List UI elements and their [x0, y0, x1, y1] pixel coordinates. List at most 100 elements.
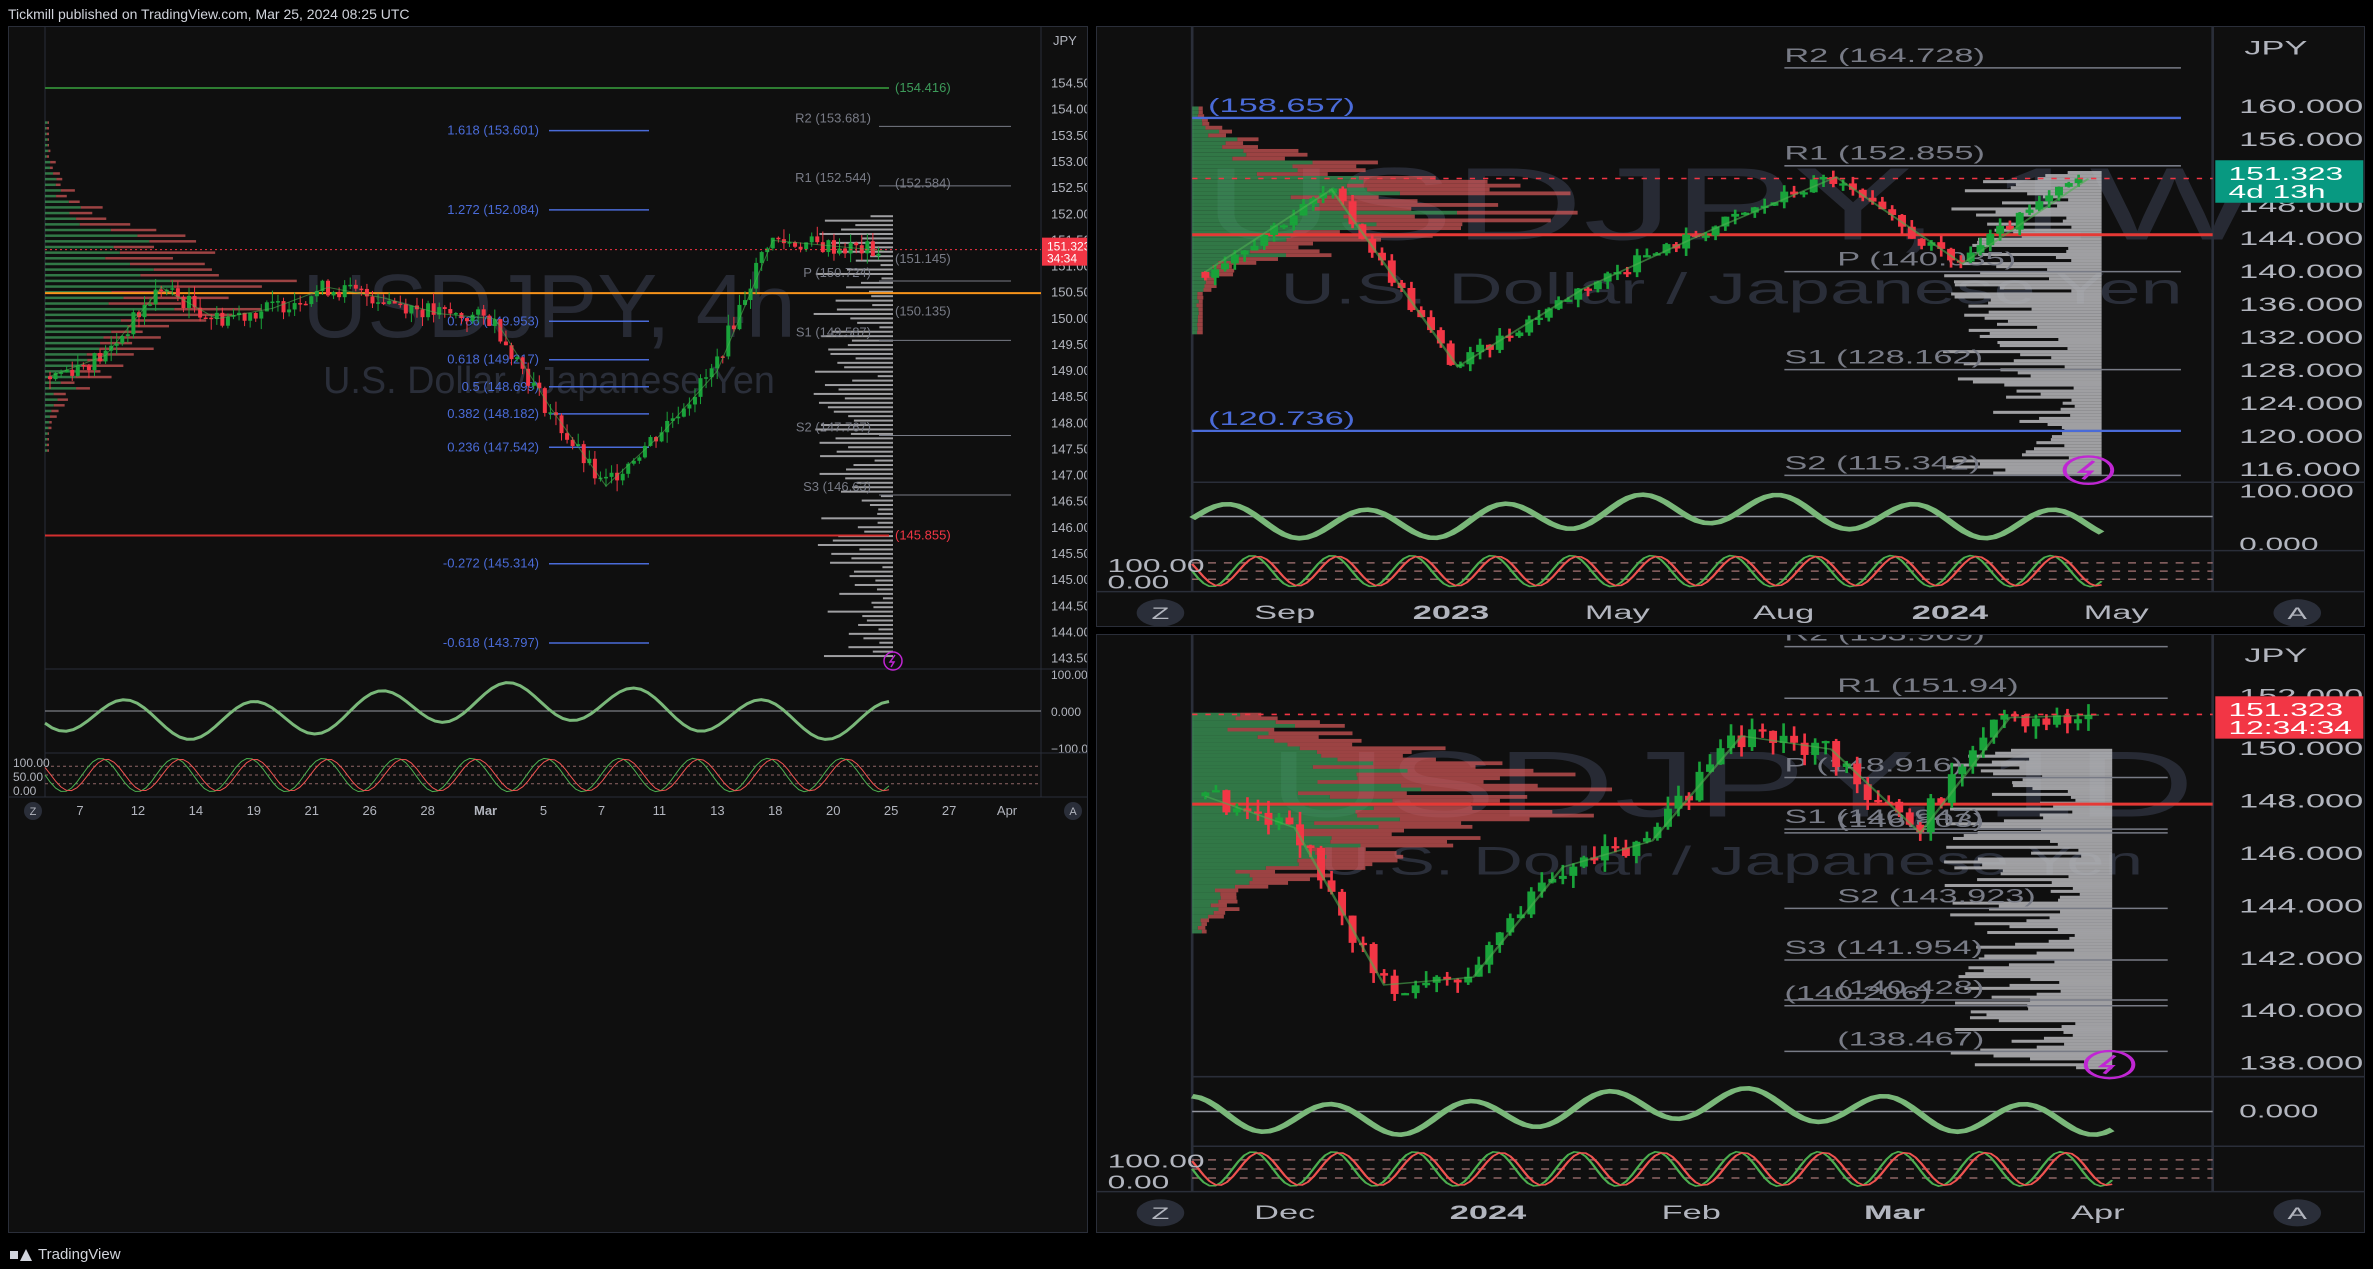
volume-profile-right-bar	[2021, 453, 2102, 457]
volume-profile-bar-down	[46, 132, 49, 136]
volume-profile-bar-up	[45, 121, 48, 124]
candle-up	[754, 262, 759, 289]
trend-path	[1204, 714, 2100, 986]
price-tick-label: 149.500	[1051, 337, 1088, 352]
volume-profile-right-bar	[1954, 1027, 2113, 1032]
volume-profile-bar-down	[60, 381, 75, 384]
candle-down	[1916, 824, 1925, 833]
volume-profile-bar-up	[45, 319, 121, 322]
volume-profile-right-bar	[817, 543, 893, 546]
candle-up	[1464, 976, 1473, 983]
level-label: (158.657)	[1208, 94, 1355, 116]
volume-profile-right-bar	[2053, 804, 2113, 808]
volume-profile-right-bar	[1974, 922, 2113, 926]
candle-down	[2021, 714, 2030, 727]
volume-profile-bar-up	[1192, 284, 1205, 288]
candle-up	[687, 404, 692, 409]
volume-profile-right-bar	[1965, 972, 2113, 976]
candle-up	[1564, 299, 1573, 302]
volume-profile-bar-up	[1192, 716, 1236, 721]
volume-profile-right-bar	[2003, 819, 2113, 823]
volume-profile-right-bar	[2071, 259, 2102, 263]
volume-profile-bar-down	[140, 274, 219, 277]
volume-profile-bar-up	[1192, 133, 1209, 138]
candle-down	[815, 236, 820, 243]
volume-profile-right-bar	[2076, 1066, 2113, 1070]
volume-profile-bar-up	[1192, 761, 1374, 766]
chart-panel-1d[interactable]: USDJPY, 1D U.S. Dollar / Japanese Yen JPY 1…	[1096, 634, 2365, 1233]
volume-profile-bar-up	[45, 217, 77, 220]
candle-up	[1289, 215, 1298, 226]
volume-profile-right-bar	[2064, 365, 2102, 369]
candle-up	[1721, 216, 1730, 227]
volume-profile-right-bar	[856, 481, 893, 484]
candle-up	[876, 253, 881, 257]
candle-up	[292, 303, 297, 310]
volume-profile-bar-down	[111, 330, 143, 334]
volume-profile-right-bar	[2037, 325, 2102, 329]
candle-down	[1253, 811, 1262, 814]
candle-up	[1976, 245, 1985, 253]
volume-profile-right-bar	[2062, 219, 2102, 223]
volume-profile-bar-down	[1198, 106, 1203, 111]
volume-profile-bar-down	[1299, 746, 1446, 751]
chart-panel-1w[interactable]: USDJPY, 1W U.S. Dollar / Japanese Yen JPY 1…	[1096, 26, 2365, 627]
volume-profile-bar-up	[1192, 742, 1288, 747]
volume-profile-bar-down	[1197, 315, 1203, 319]
volume-profile-bar-up	[45, 257, 106, 260]
volume-profile-right-bar	[2047, 268, 2102, 272]
last-price-value: 151.323	[2229, 164, 2344, 184]
price-tick-label: 146.000	[2239, 842, 2363, 864]
volume-profile-right-bar	[1950, 763, 2113, 767]
volume-profile-right-bar	[2060, 407, 2102, 411]
volume-profile-bar-down	[1232, 156, 1285, 161]
volume-profile-bar-down	[1206, 276, 1215, 281]
oscillator-1-tick: 100.000	[2239, 482, 2354, 502]
candle-up	[748, 288, 753, 301]
volume-profile-right-bar	[870, 215, 893, 218]
last-price-value: 151.323	[1047, 240, 1088, 254]
candle-down	[2010, 714, 2019, 717]
pivot-level-label: S1 (149.587)	[796, 324, 871, 339]
volume-profile-right-bar	[1991, 760, 2113, 764]
volume-profile-bar-down	[1292, 164, 1357, 169]
candle-down	[1691, 234, 1700, 237]
volume-profile-bar-down	[1360, 843, 1454, 848]
volume-profile-right-bar	[877, 375, 893, 378]
volume-profile-right-bar	[875, 579, 893, 582]
chart-1w-svg[interactable]: USDJPY, 1WU.S. Dollar / Japanese YenJPY1…	[1097, 27, 2365, 627]
candle-down	[1898, 215, 1906, 227]
volume-profile-bar-down	[119, 251, 216, 254]
volume-profile-right-bar	[1964, 986, 2113, 990]
candle-up	[470, 314, 475, 322]
volume-profile-right-bar	[878, 628, 893, 631]
volume-profile-bar-up	[45, 160, 51, 164]
volume-profile-bar-down	[1287, 742, 1353, 747]
time-tick-label: 25	[884, 803, 898, 818]
volume-profile-bar-down	[79, 223, 131, 226]
level-label: S3 (141.954)	[1784, 936, 1983, 958]
volume-profile-right-bar	[2031, 851, 2113, 855]
candle-down	[359, 288, 364, 291]
volume-profile-right-bar	[857, 526, 893, 529]
volume-profile-bar-down	[1205, 280, 1215, 285]
volume-profile-bar-down	[75, 375, 112, 379]
volume-profile-right-bar	[841, 228, 893, 231]
chart-panel-4h[interactable]: USDJPY, 4h U.S. Dollar / Japanese Yen JPY 1…	[8, 26, 1088, 1233]
volume-profile-bar-down	[137, 234, 186, 237]
zoom-button	[24, 802, 42, 820]
candle-down	[326, 280, 330, 296]
price-tick-label: 132.000	[2239, 326, 2363, 348]
candle-up	[587, 458, 592, 464]
chart-4h-svg[interactable]: USDJPY, 4hU.S. Dollar / Japanese Yen JPY 1…	[9, 27, 1088, 1233]
volume-profile-bar-up	[1192, 738, 1275, 743]
candle-up	[1579, 857, 1588, 867]
volume-profile-bar-up	[1192, 218, 1349, 223]
volume-profile-right-bar	[2057, 842, 2113, 846]
volume-profile-bar-up	[45, 200, 69, 203]
candle-up	[1574, 288, 1583, 300]
candle-up	[804, 242, 809, 250]
volume-profile-bar-up	[1192, 791, 1298, 796]
volume-profile-right-bar	[2042, 775, 2113, 779]
chart-1d-svg[interactable]: USDJPY, 1DU.S. Dollar / Japanese YenJPY1…	[1097, 635, 2365, 1233]
